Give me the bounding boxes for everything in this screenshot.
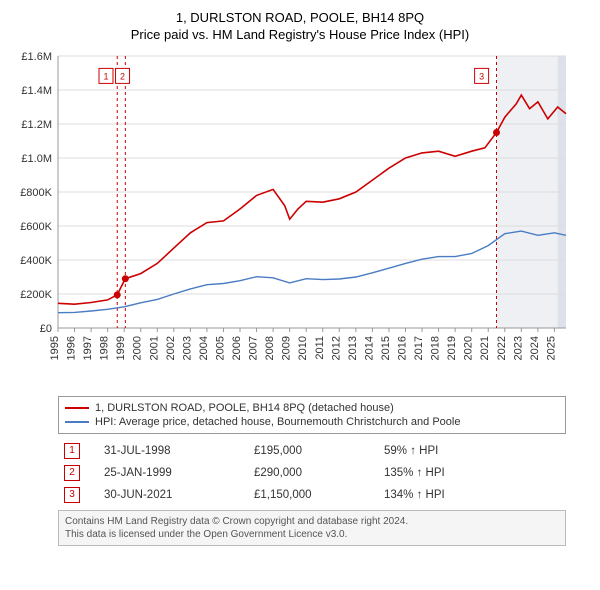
sale-pct-vs-hpi: 135% ↑ HPI [378,462,566,484]
sale-row: 1 31-JUL-1998£195,00059% ↑ HPI [58,440,566,462]
sale-date: 31-JUL-1998 [98,440,248,462]
legend-swatch [65,421,89,423]
sale-row: 3 30-JUN-2021£1,150,000134% ↑ HPI [58,484,566,506]
svg-text:2006: 2006 [231,336,243,360]
sale-badge-cell: 3 [64,487,80,503]
svg-text:2: 2 [120,71,125,81]
svg-text:2013: 2013 [347,336,359,360]
svg-text:2019: 2019 [446,336,458,360]
svg-text:1998: 1998 [99,336,111,360]
legend-row-0: 1, DURLSTON ROAD, POOLE, BH14 8PQ (detac… [65,401,559,415]
sale-price: £195,000 [248,440,378,462]
svg-text:1997: 1997 [82,336,94,360]
legend-label: HPI: Average price, detached house, Bour… [95,416,460,428]
legend-swatch [65,407,89,409]
sale-pct-vs-hpi: 59% ↑ HPI [378,440,566,462]
svg-text:2011: 2011 [314,336,326,360]
svg-text:2024: 2024 [529,336,541,360]
chart-subtitle: Price paid vs. HM Land Registry's House … [10,27,590,42]
svg-text:2016: 2016 [396,336,408,360]
license-box: Contains HM Land Registry data © Crown c… [58,510,566,546]
sale-price: £1,150,000 [248,484,378,506]
sale-date: 25-JAN-1999 [98,462,248,484]
license-line-1: Contains HM Land Registry data © Crown c… [65,515,559,528]
svg-text:£1.6M: £1.6M [21,51,52,63]
legend-row-1: HPI: Average price, detached house, Bour… [65,415,559,429]
svg-text:£1.0M: £1.0M [21,153,52,165]
line-chart-svg: £0 £200K £400K £600K £800K £1.0M £1.2M £1.4M £1.… [10,50,590,390]
svg-text:1: 1 [103,71,108,81]
svg-text:3: 3 [479,71,484,81]
svg-text:2020: 2020 [463,336,475,360]
svg-text:£200K: £200K [20,289,52,301]
svg-text:2017: 2017 [413,336,425,360]
svg-text:1996: 1996 [66,336,78,360]
svg-text:2023: 2023 [512,336,524,360]
svg-text:2021: 2021 [479,336,491,360]
svg-text:2022: 2022 [496,336,508,360]
svg-text:£0: £0 [40,323,52,335]
svg-text:2010: 2010 [297,336,309,360]
svg-text:2002: 2002 [165,336,177,360]
svg-text:1995: 1995 [49,336,61,360]
svg-text:2000: 2000 [132,336,144,360]
svg-text:2007: 2007 [248,336,260,360]
sale-point-3 [493,129,500,136]
sale-row: 2 25-JAN-1999£290,000135% ↑ HPI [58,462,566,484]
sale-point-1 [114,291,121,298]
svg-text:2014: 2014 [363,336,375,360]
license-line-2: This data is licensed under the Open Gov… [65,528,559,541]
svg-text:2009: 2009 [281,336,293,360]
svg-text:£600K: £600K [20,221,52,233]
svg-text:£1.4M: £1.4M [21,85,52,97]
svg-text:£1.2M: £1.2M [21,119,52,131]
svg-text:£400K: £400K [20,255,52,267]
svg-text:2003: 2003 [181,336,193,360]
chart-plot-area: £0 £200K £400K £600K £800K £1.0M £1.2M £1.4M £1.… [10,50,590,390]
svg-text:£800K: £800K [20,187,52,199]
sale-pct-vs-hpi: 134% ↑ HPI [378,484,566,506]
sales-table: 1 31-JUL-1998£195,00059% ↑ HPI 2 25-JAN-199… [58,440,566,506]
svg-text:2005: 2005 [214,336,226,360]
legend-box: 1, DURLSTON ROAD, POOLE, BH14 8PQ (detac… [58,396,566,434]
legend-label: 1, DURLSTON ROAD, POOLE, BH14 8PQ (detac… [95,402,394,414]
svg-text:2015: 2015 [380,336,392,360]
sale-badge-cell: 2 [64,465,80,481]
svg-text:2004: 2004 [198,336,210,360]
chart-title: 1, DURLSTON ROAD, POOLE, BH14 8PQ [10,10,590,25]
sale-price: £290,000 [248,462,378,484]
sale-point-2 [122,275,129,282]
svg-text:1999: 1999 [115,336,127,360]
sale-badge-cell: 1 [64,443,80,459]
svg-text:2001: 2001 [148,336,160,360]
svg-text:2025: 2025 [545,336,557,360]
sale-date: 30-JUN-2021 [98,484,248,506]
svg-text:2012: 2012 [330,336,342,360]
svg-text:2008: 2008 [264,336,276,360]
chart-container: 1, DURLSTON ROAD, POOLE, BH14 8PQ Price … [0,0,600,556]
svg-text:2018: 2018 [430,336,442,360]
